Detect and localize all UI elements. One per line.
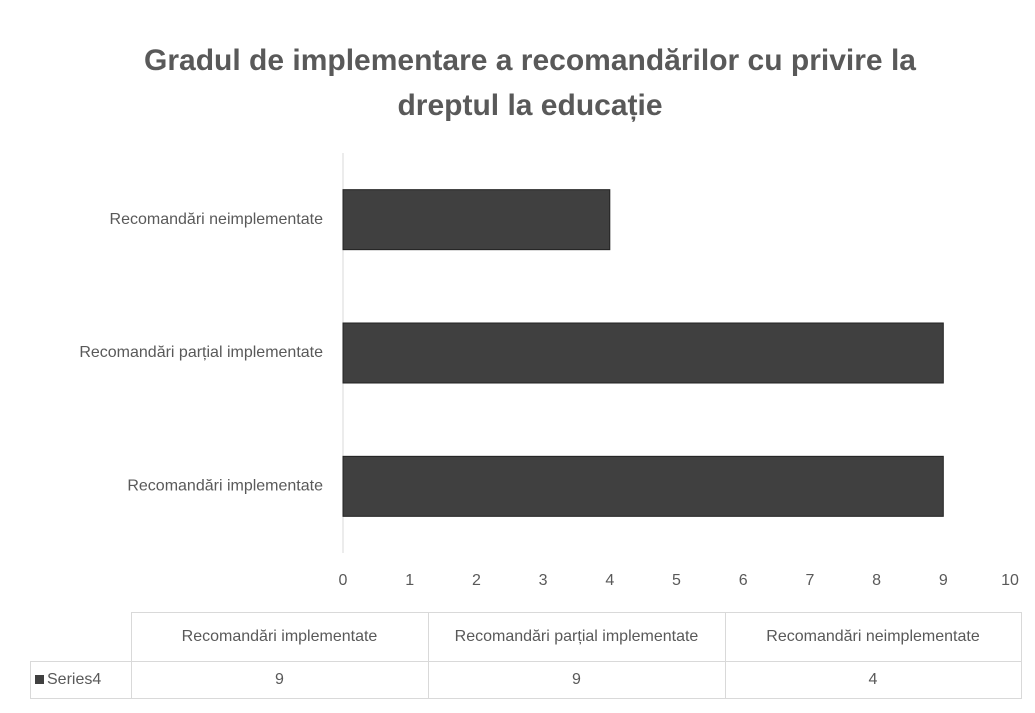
x-tick-label: 5	[672, 572, 681, 589]
legend-key	[35, 675, 44, 684]
y-tick-label: Recomandări neimplementate	[110, 211, 324, 228]
data-table: Recomandări implementate Recomandări parț…	[30, 612, 1022, 699]
x-tick-label: 10	[1001, 572, 1019, 589]
table-column-header: Recomandări implementate	[130, 612, 429, 662]
bar	[342, 322, 944, 384]
table-column-header: Recomandări neimplementate	[724, 612, 1022, 662]
legend-entry: Series4	[30, 661, 132, 699]
x-tick-label: 4	[605, 572, 614, 589]
table-value: 9	[427, 661, 726, 699]
x-tick-label: 0	[339, 572, 348, 589]
y-tick-label: Recomandări parțial implementate	[79, 344, 323, 361]
bar	[342, 455, 944, 517]
table-column-header: Recomandări parțial implementate	[427, 612, 726, 662]
legend-label: Series4	[47, 671, 102, 688]
table-corner	[30, 612, 132, 662]
x-tick-label: 2	[472, 572, 481, 589]
x-tick-label: 7	[805, 572, 814, 589]
x-tick-label: 9	[939, 572, 948, 589]
x-tick-label: 1	[405, 572, 414, 589]
x-tick-label: 6	[739, 572, 748, 589]
table-row: Series4 9 9 4	[30, 661, 1022, 699]
x-tick-label: 3	[539, 572, 548, 589]
chart-title: Gradul de implementare a recomandărilor …	[144, 44, 916, 122]
bar	[342, 189, 611, 251]
y-tick-label: Recomandări implementate	[127, 478, 323, 495]
table-value: 4	[724, 661, 1022, 699]
table-header-row: Recomandări implementate Recomandări parț…	[30, 612, 1022, 662]
x-tick-label: 8	[872, 572, 881, 589]
table-value: 9	[130, 661, 429, 699]
